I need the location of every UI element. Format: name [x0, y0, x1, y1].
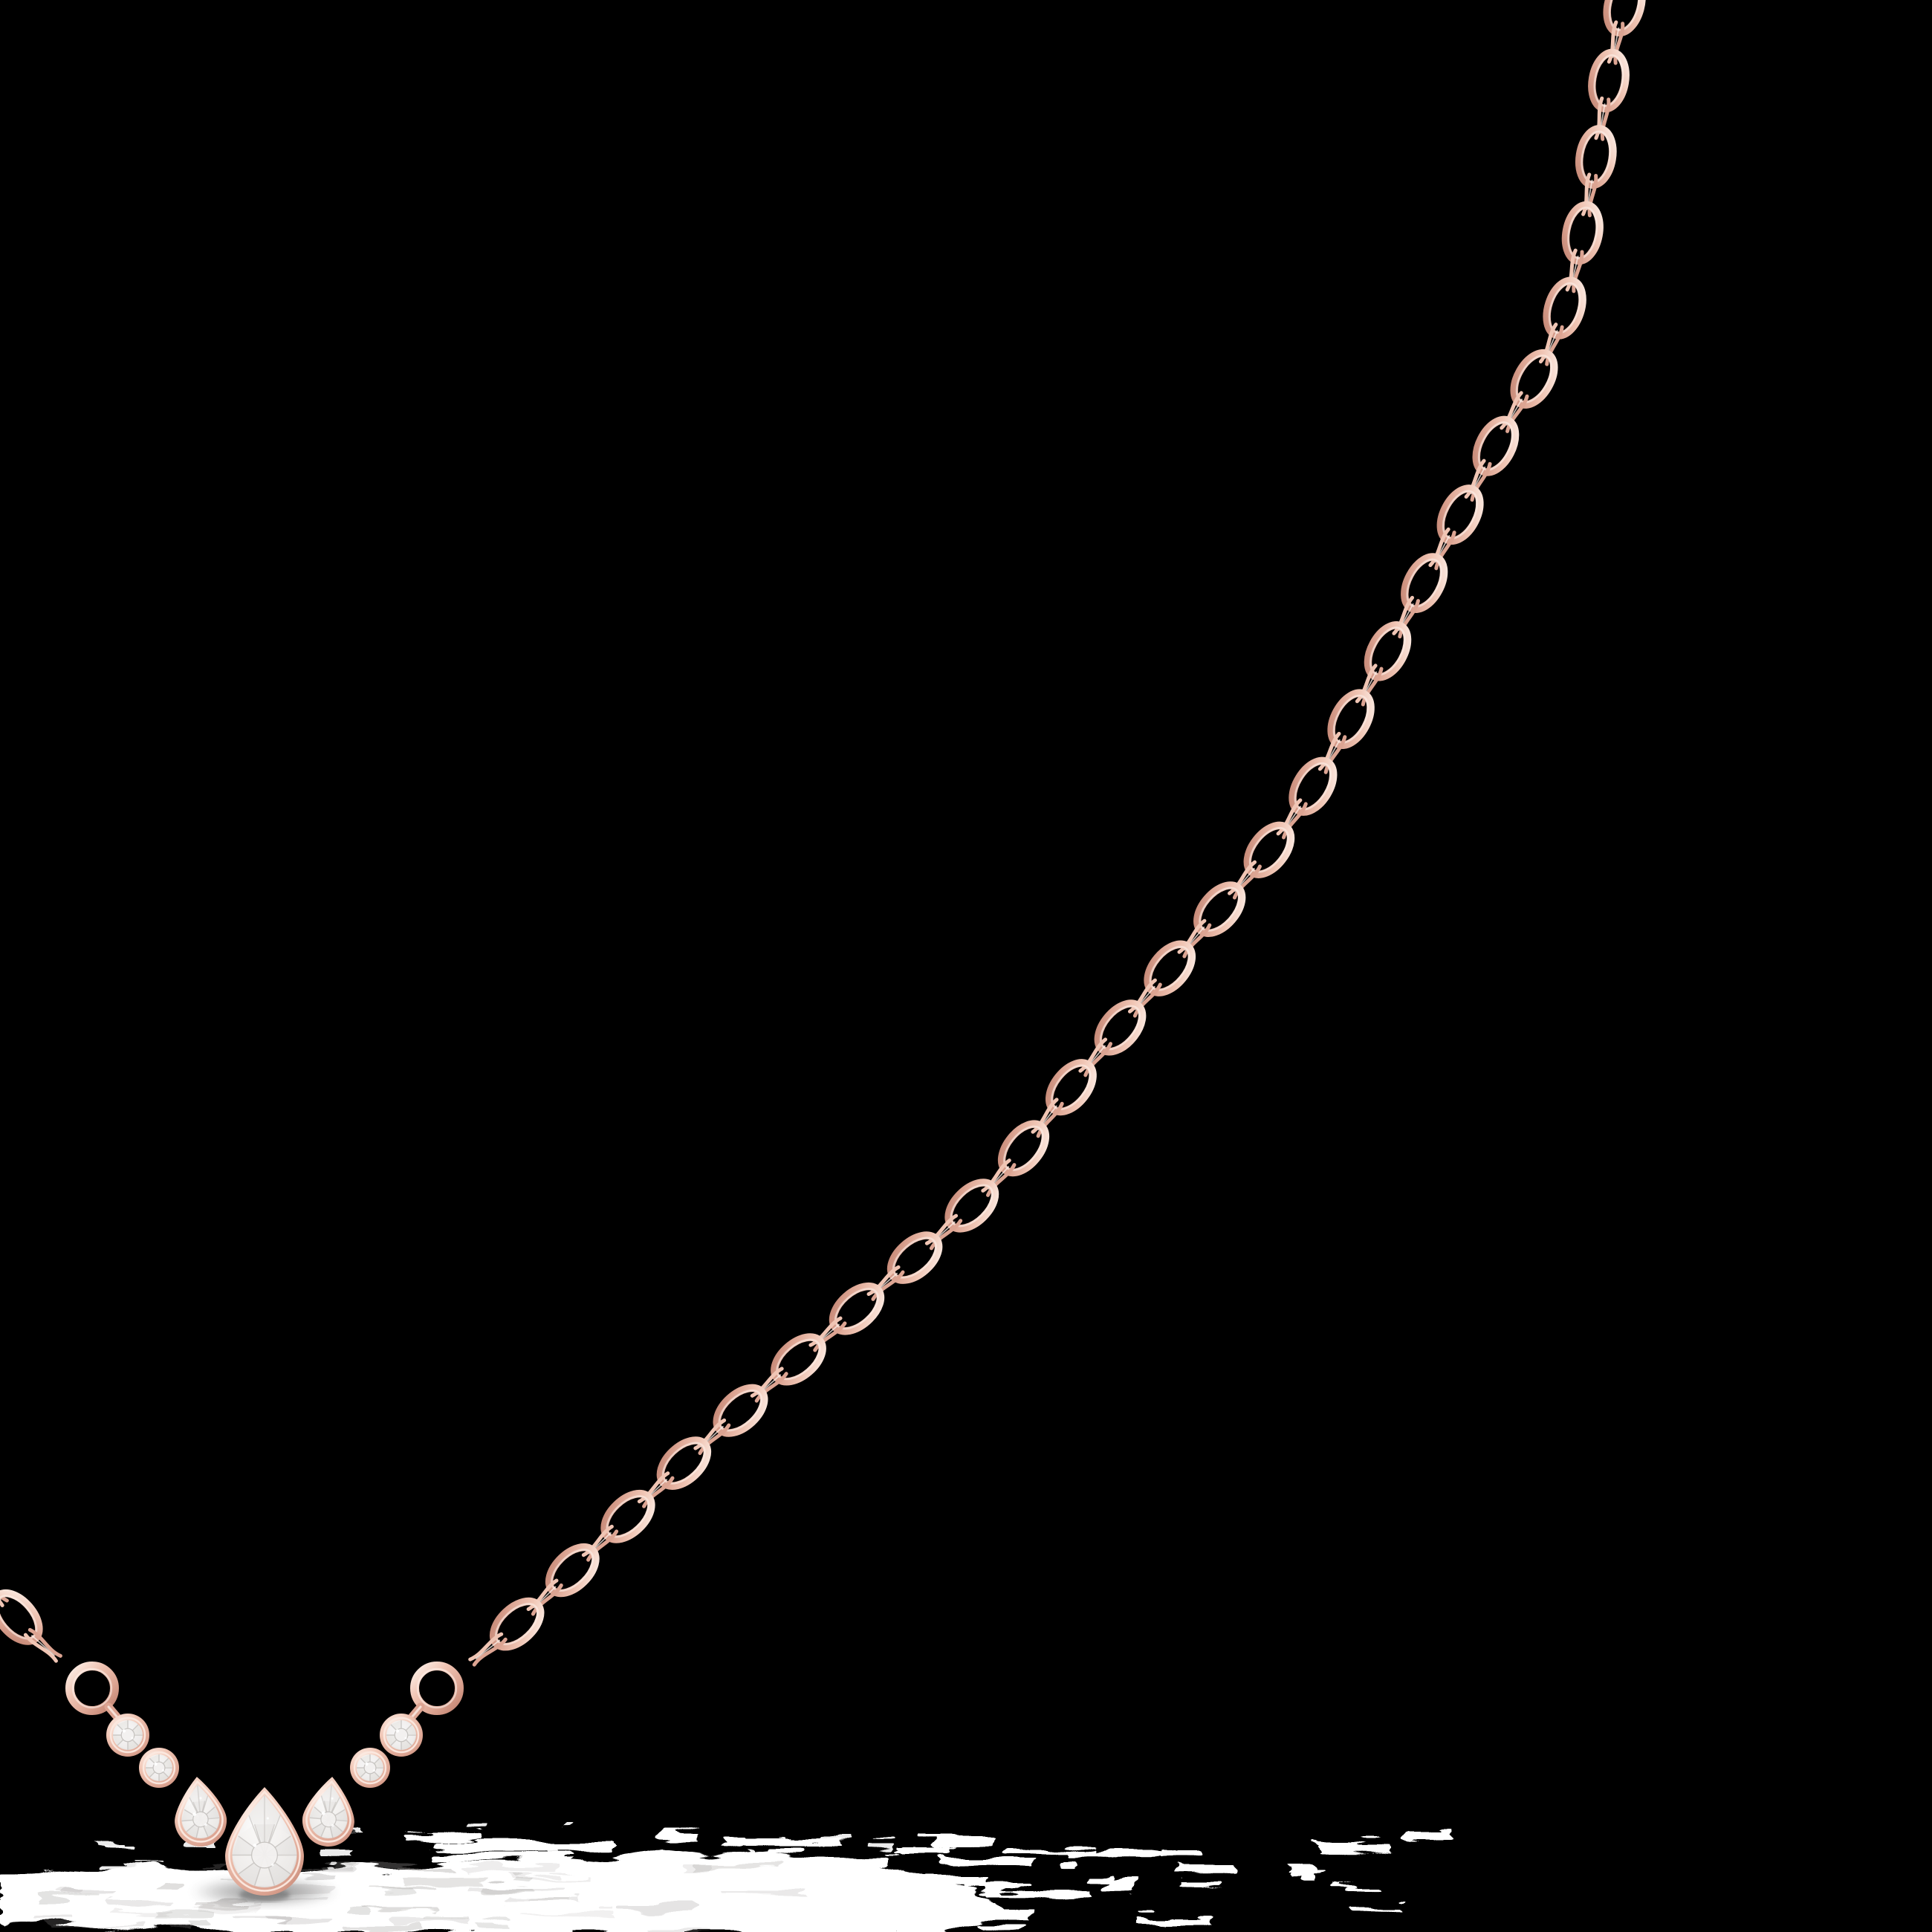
chain-link-connector [23, 1627, 62, 1663]
diamond-stone-left-round-inner [139, 1748, 179, 1788]
chain-right-segment [468, 0, 1646, 1667]
chain-left-segment [0, 1571, 62, 1663]
pendant-stones [106, 1714, 423, 1896]
left-jump-ring [65, 1662, 119, 1715]
diamond-stone-left-round-outer [106, 1714, 149, 1757]
jump-rings [65, 1662, 464, 1715]
diamond-stone-center-pear [225, 1787, 304, 1896]
diamond-stone-right-round-outer [380, 1714, 423, 1757]
diamond-stone-right-pear [302, 1777, 354, 1847]
diamond-stone-right-round-inner [350, 1748, 390, 1788]
chain-link-connector [468, 1632, 508, 1667]
diamond-stone-left-pear [175, 1777, 227, 1847]
right-jump-ring [410, 1662, 464, 1715]
chain-link-connector [0, 1571, 9, 1607]
